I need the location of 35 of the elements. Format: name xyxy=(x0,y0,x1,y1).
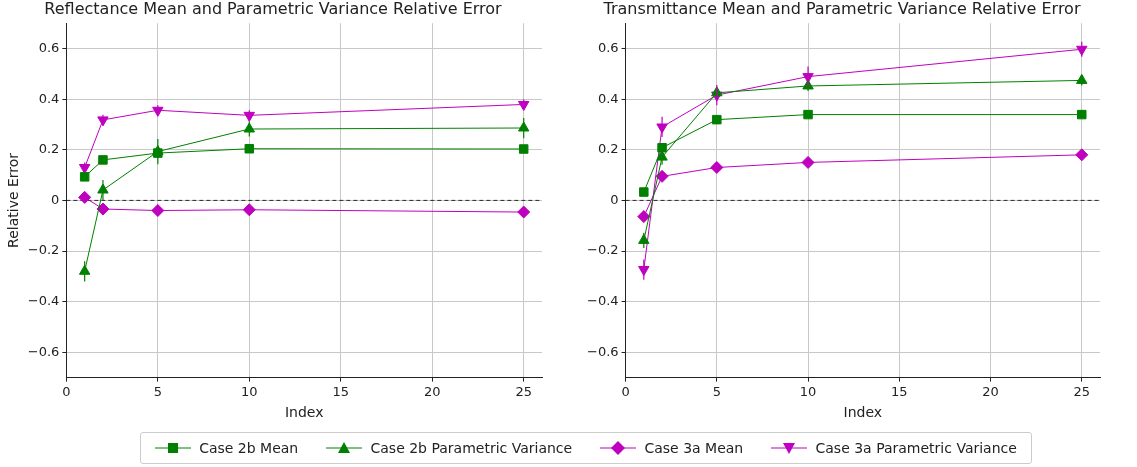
legend-label: Case 2b Parametric Variance xyxy=(370,440,573,456)
y-tick-label: −0.2 xyxy=(586,242,619,258)
y-tick-label: 0.6 xyxy=(597,39,619,55)
x-tick-label: 0 xyxy=(621,383,630,399)
legend-label: Case 2b Mean xyxy=(199,440,299,456)
x-tick-label: 15 xyxy=(891,383,908,399)
x-tick-label: 5 xyxy=(712,383,721,399)
x-axis-title: Index xyxy=(843,404,883,421)
x-tick-label: 15 xyxy=(332,383,350,399)
y-tick-label: −0.4 xyxy=(27,293,60,309)
y-tick-label: 0 xyxy=(610,191,619,207)
y-axis-title: Relative Error xyxy=(5,152,22,248)
y-tick-label: −0.4 xyxy=(586,293,619,309)
y-tick-label: 0 xyxy=(51,191,60,207)
y-tick-label: 0.2 xyxy=(597,141,619,157)
y-tick-label: −0.2 xyxy=(27,242,60,258)
x-tick-label: 0 xyxy=(62,383,71,399)
y-tick-label: 0.2 xyxy=(38,141,60,157)
x-axis-title: Index xyxy=(284,404,324,421)
y-tick-label: −0.6 xyxy=(586,343,619,359)
y-tick-label: −0.6 xyxy=(27,343,60,359)
y-tick-label: 0.4 xyxy=(38,90,60,106)
x-tick-label: 10 xyxy=(799,383,817,399)
legend-label: Case 3a Parametric Variance xyxy=(815,440,1017,456)
chart-title: Reflectance Mean and Parametric Variance Relative Error xyxy=(44,0,503,18)
y-tick-label: 0.6 xyxy=(38,39,60,55)
chart-title: Transmittance Mean and Parametric Variance Relative Error xyxy=(602,0,1081,18)
x-tick-label: 5 xyxy=(153,383,162,399)
y-tick-label: 0.4 xyxy=(597,90,619,106)
x-tick-label: 20 xyxy=(982,383,999,399)
x-tick-label: 10 xyxy=(241,383,258,399)
x-tick-label: 25 xyxy=(1073,383,1091,399)
x-tick-label: 25 xyxy=(515,383,532,399)
x-tick-label: 20 xyxy=(423,383,441,399)
legend-label: Case 3a Mean xyxy=(644,440,744,456)
